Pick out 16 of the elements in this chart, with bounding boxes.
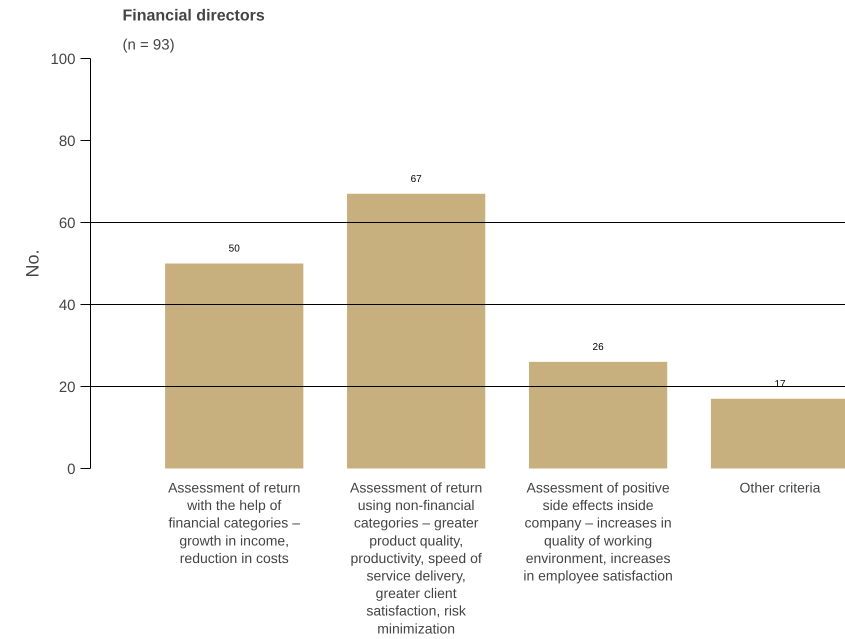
y-axis-title: No.: [22, 249, 42, 278]
chart-title: Financial directors: [122, 8, 265, 24]
x-tick-label: Assessment of positive side effects inside company – increases in quality of working environment, increases in employee satisfaction: [523, 480, 673, 584]
chart-subtitle: (n = 93): [122, 36, 175, 54]
data-label: 26: [592, 342, 604, 353]
y-tick-label: 20: [58, 379, 76, 396]
y-tick-label: 100: [50, 51, 76, 68]
x-tick-label: Other criteria: [740, 480, 821, 496]
y-tick-label: 0: [67, 461, 76, 478]
data-label: 67: [410, 174, 422, 185]
x-tick-label: Assessment of return with the help of financial categories – growth in income, reduction in costs: [168, 480, 300, 566]
data-label: 50: [228, 244, 240, 254]
category-label: Assessment of return using non-financial categories – greater product quality, productivity, speed of service delivery, greater client satisfaction, risk minimization: [350, 480, 482, 636]
y-tick-label: 40: [58, 297, 76, 314]
y-tick-label: 80: [58, 133, 76, 150]
y-tick-label: 60: [58, 215, 76, 232]
